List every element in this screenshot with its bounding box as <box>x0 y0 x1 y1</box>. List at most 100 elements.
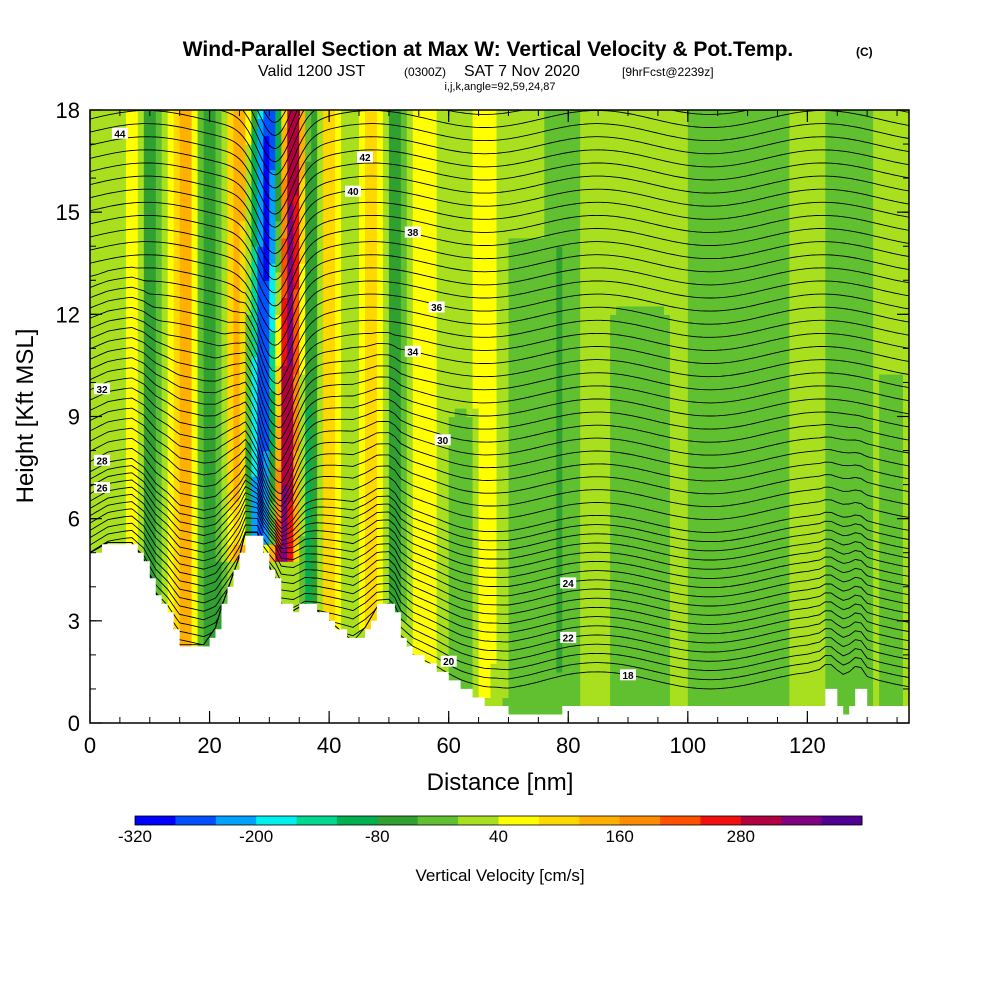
w-cell <box>448 442 474 452</box>
w-cell <box>388 288 402 298</box>
w-cell <box>376 246 384 256</box>
w-cell <box>580 680 611 690</box>
w-cell <box>281 442 294 452</box>
w-cell <box>873 382 880 392</box>
w-cell <box>825 603 874 613</box>
w-cell <box>125 152 139 162</box>
w-cell <box>406 399 414 409</box>
w-cell <box>508 535 557 545</box>
w-cell <box>179 578 193 588</box>
w-cell <box>687 450 790 460</box>
w-cell <box>167 586 175 596</box>
w-cell <box>365 169 378 179</box>
w-cell <box>215 212 223 222</box>
contour-label: 36 <box>428 301 445 314</box>
w-cell <box>215 408 223 418</box>
w-cell <box>305 271 318 281</box>
w-cell <box>239 246 247 256</box>
w-cell <box>359 535 366 545</box>
w-cell <box>825 288 874 298</box>
w-cell <box>873 297 909 307</box>
w-cell <box>879 569 904 579</box>
w-cell <box>215 203 223 213</box>
w-cell <box>412 110 438 120</box>
w-cell <box>388 322 402 332</box>
w-cell <box>197 305 205 315</box>
w-cell <box>323 237 336 247</box>
w-cell <box>281 237 288 247</box>
w-cell <box>376 314 384 324</box>
w-cell <box>376 544 384 554</box>
w-cell <box>472 203 498 213</box>
w-cell <box>472 688 480 698</box>
colorbar-tick-label: -200 <box>239 827 273 846</box>
w-cell <box>359 408 366 418</box>
w-cell <box>406 425 414 435</box>
w-cell <box>167 382 175 392</box>
w-cell <box>789 561 826 571</box>
w-cell <box>317 127 324 137</box>
w-cell <box>305 169 318 179</box>
w-cell <box>161 544 169 554</box>
w-cell <box>197 144 205 154</box>
w-cell <box>173 603 181 613</box>
w-cell <box>508 314 557 324</box>
w-cell <box>382 254 390 264</box>
theta-contour <box>90 397 909 495</box>
w-cell <box>143 493 157 503</box>
w-cell <box>903 688 909 698</box>
w-cell <box>873 510 880 520</box>
w-cell <box>669 527 689 537</box>
w-cell <box>287 110 300 120</box>
w-cell <box>879 510 904 520</box>
w-cell <box>508 373 557 383</box>
w-cell <box>257 271 264 281</box>
w-cell <box>376 493 384 503</box>
w-cell <box>400 144 408 154</box>
w-cell <box>478 646 498 656</box>
w-cell <box>873 331 909 341</box>
w-cell <box>472 467 480 477</box>
w-cell <box>305 569 312 579</box>
w-cell <box>167 365 175 375</box>
w-cell <box>275 450 282 460</box>
w-cell <box>406 237 414 247</box>
w-cell <box>305 595 312 605</box>
w-cell <box>239 373 247 383</box>
w-cell <box>825 416 874 426</box>
w-cell <box>382 527 390 537</box>
w-cell <box>293 442 300 452</box>
w-cell <box>472 195 498 205</box>
w-cell <box>125 229 139 239</box>
w-cell <box>125 501 139 511</box>
w-cell <box>873 620 880 630</box>
w-cell <box>233 348 241 358</box>
w-cell <box>388 586 402 596</box>
w-cell <box>556 331 563 341</box>
w-cell <box>687 365 790 375</box>
w-cell <box>215 501 223 511</box>
theta-contour <box>90 531 909 653</box>
contour-label-text: 30 <box>437 436 449 447</box>
w-cell <box>227 552 235 562</box>
w-cell <box>203 280 217 290</box>
w-cell <box>496 229 545 239</box>
w-cell <box>365 297 378 307</box>
w-cell <box>412 288 438 298</box>
w-cell <box>167 127 175 137</box>
w-cell <box>239 297 247 307</box>
w-cell <box>388 408 402 418</box>
w-cell <box>388 331 402 341</box>
w-cell <box>167 229 175 239</box>
w-cell <box>789 203 826 213</box>
w-cell <box>173 254 181 264</box>
w-cell <box>789 280 826 290</box>
w-cell <box>305 391 318 401</box>
w-cell <box>496 442 510 452</box>
w-cell <box>556 578 563 588</box>
w-cell <box>90 339 127 349</box>
w-cell <box>669 425 689 435</box>
w-cell <box>687 339 790 349</box>
